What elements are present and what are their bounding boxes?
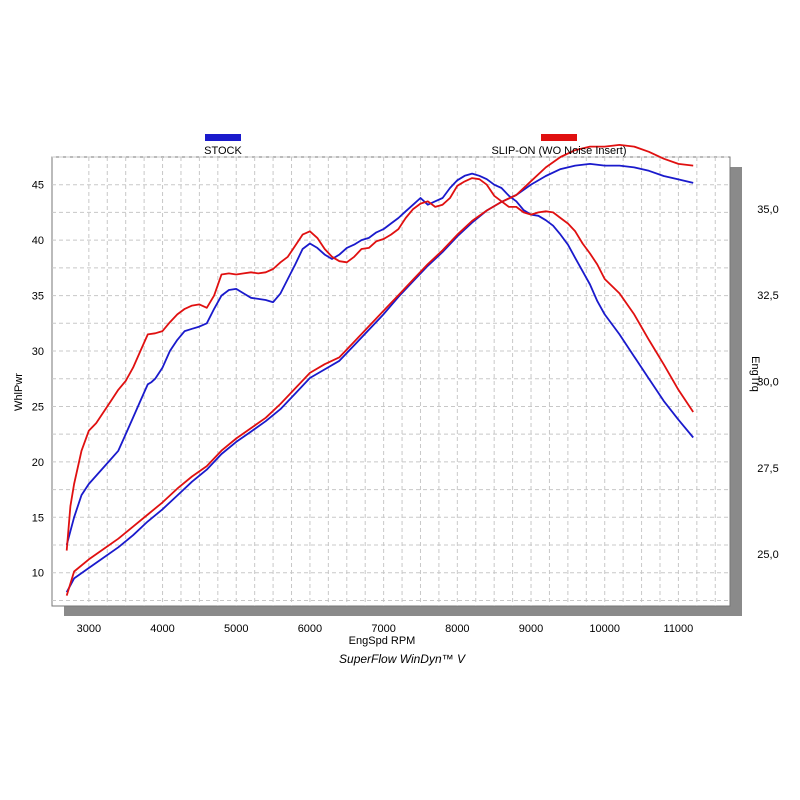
y-right-tick-labels: 25,0 27,5 30,0 32,5 35,0 [757, 204, 778, 561]
x-tick-label: 7000 [371, 623, 395, 635]
y-right-tick-label: 32,5 [757, 290, 778, 302]
y-left-tick-labels: 10 15 20 25 30 35 40 45 [32, 180, 44, 580]
y-right-tick-label: 27,5 [757, 463, 778, 475]
stock-engtrq-line [65, 163, 694, 593]
x-tick-label: 8000 [445, 623, 469, 635]
y-left-tick-label: 25 [32, 401, 44, 413]
slip-on-engtrq-line [65, 144, 694, 596]
legend-swatch [205, 134, 241, 141]
x-tick-label: 11000 [664, 623, 694, 635]
y-left-axis-title: WhlPwr [13, 373, 25, 411]
y-left-tick-label: 15 [32, 512, 44, 524]
grid [52, 156, 730, 606]
y-left-tick-label: 20 [32, 457, 44, 469]
slip-on-whlpwr-line [65, 177, 694, 551]
x-tick-label: 4000 [150, 623, 174, 635]
series-layer [65, 144, 694, 596]
y-right-tick-label: 25,0 [757, 549, 778, 561]
x-tick-labels: 3000 4000 5000 6000 7000 8000 9000 10000 11000 [77, 623, 694, 635]
legend-label: SLIP-ON (WO Noise Insert) [491, 145, 626, 157]
legend-swatch [541, 134, 577, 141]
x-axis-title: EngSpd RPM [349, 635, 416, 647]
x-tick-label: 5000 [224, 623, 248, 635]
y-left-tick-label: 40 [32, 235, 44, 247]
x-tick-label: 6000 [298, 623, 322, 635]
legend: STOCK SLIP-ON (WO Noise Insert) [204, 134, 627, 157]
y-right-tick-label: 30,0 [757, 377, 778, 389]
x-tick-label: 10000 [589, 623, 620, 635]
x-tick-label: 3000 [77, 623, 101, 635]
plot-area [51, 156, 731, 607]
y-left-tick-label: 35 [32, 291, 44, 303]
y-left-tick-label: 10 [32, 568, 44, 580]
y-right-tick-label: 35,0 [757, 204, 778, 216]
software-footer: SuperFlow WinDyn™ V [339, 652, 466, 666]
y-left-tick-label: 30 [32, 346, 44, 358]
y-right-axis-title: EngTrq [749, 356, 761, 392]
y-left-tick-label: 45 [32, 180, 44, 192]
stock-whlpwr-line [65, 172, 694, 546]
legend-label: STOCK [204, 145, 242, 157]
x-tick-label: 9000 [519, 623, 543, 635]
